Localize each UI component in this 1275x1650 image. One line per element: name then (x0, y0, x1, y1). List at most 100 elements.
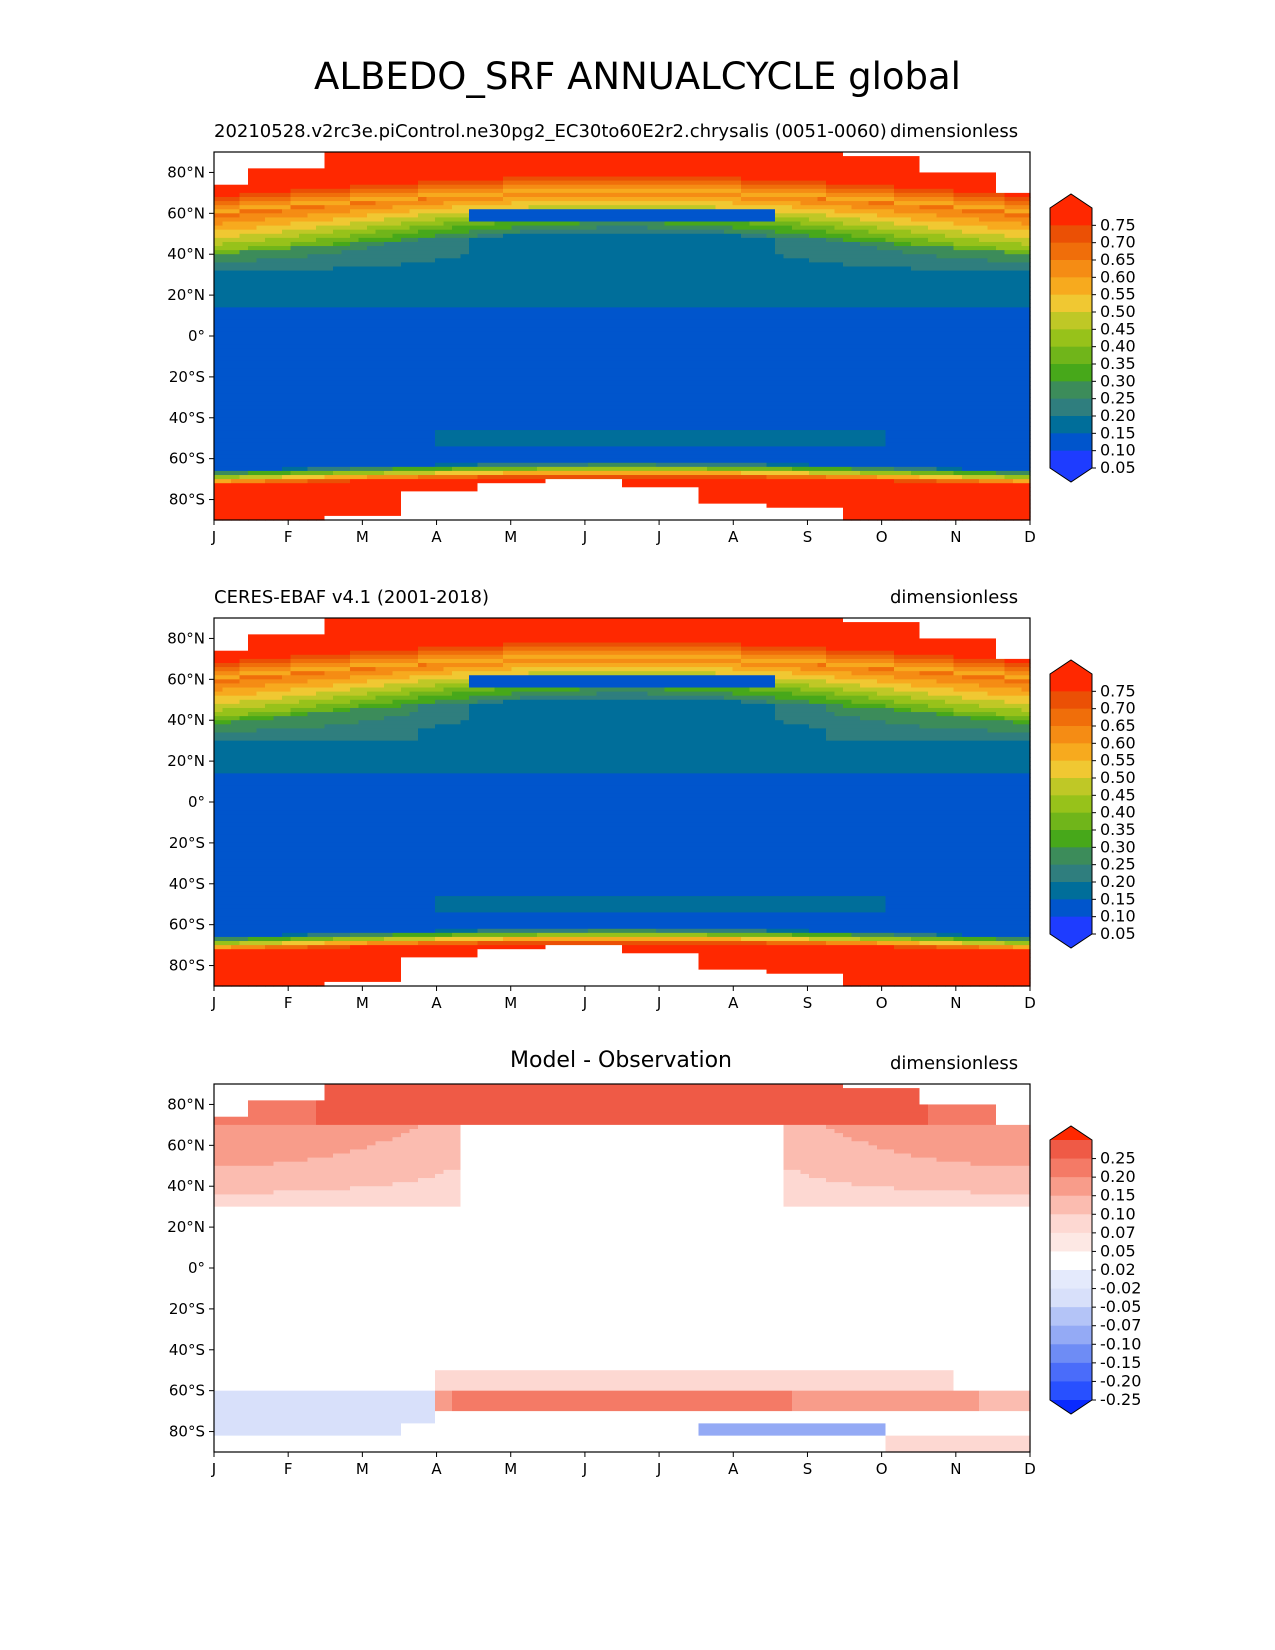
heatmap-cell (392, 515, 402, 521)
heatmap-cell (333, 258, 343, 263)
heatmap-cell (630, 368, 640, 374)
heatmap-cell (605, 291, 615, 296)
heatmap-cell (350, 291, 360, 296)
heatmap-cell (673, 475, 683, 480)
heatmap-cell (214, 201, 224, 206)
heatmap-cell (562, 254, 572, 259)
heatmap-cell (290, 336, 300, 341)
heatmap-cell (486, 421, 496, 427)
heatmap-cell (588, 376, 598, 382)
heatmap-cell (231, 213, 241, 219)
heatmap-cell (681, 176, 691, 182)
heatmap-cell (231, 450, 241, 456)
heatmap-cell (443, 180, 453, 186)
heatmap-cell (596, 319, 606, 325)
heatmap-cell (341, 434, 351, 439)
heatmap-cell (435, 442, 445, 447)
heatmap-cell (571, 364, 581, 370)
heatmap-cell (409, 368, 419, 374)
heatmap-cell (596, 356, 606, 362)
heatmap-cell (282, 307, 292, 313)
heatmap-cell (367, 327, 377, 333)
heatmap-cell (384, 515, 394, 521)
heatmap-cell (384, 160, 394, 165)
heatmap-cell (596, 434, 606, 439)
heatmap-cell (571, 152, 581, 157)
heatmap-cell (214, 487, 224, 492)
heatmap-cell (401, 303, 411, 308)
heatmap-cell (307, 397, 317, 403)
heatmap-cell (239, 156, 249, 161)
heatmap-cell (307, 160, 317, 165)
heatmap-cell (630, 442, 640, 447)
heatmap-cell (673, 336, 683, 341)
heatmap-cell (418, 499, 428, 505)
heatmap-cell (273, 352, 283, 358)
heatmap-cell (554, 356, 564, 362)
heatmap-cell (537, 470, 547, 476)
heatmap-cell (358, 250, 368, 255)
heatmap-cell (401, 336, 411, 341)
heatmap-cell (571, 466, 581, 472)
heatmap-cell (511, 413, 521, 419)
heatmap-cell (469, 470, 479, 476)
heatmap-cell (290, 307, 300, 313)
heatmap-cell (520, 258, 530, 263)
heatmap-cell (214, 327, 224, 333)
heatmap-cell (265, 413, 275, 419)
heatmap-cell (630, 389, 640, 394)
heatmap-cell (401, 176, 411, 182)
heatmap-cell (282, 241, 292, 247)
heatmap-cell (545, 266, 555, 272)
heatmap-cell (486, 180, 496, 186)
heatmap-cell (265, 515, 275, 521)
heatmap-cell (248, 454, 258, 460)
heatmap-cell (341, 470, 351, 476)
heatmap-cell (596, 246, 606, 251)
heatmap-cell (248, 385, 258, 390)
heatmap-cell (375, 266, 385, 272)
heatmap-cell (358, 499, 368, 505)
heatmap-cell (350, 446, 360, 452)
heatmap-cell (333, 487, 343, 492)
heatmap-cell (562, 192, 572, 198)
heatmap-cell (333, 397, 343, 403)
heatmap-cell (392, 352, 402, 358)
heatmap-cell (630, 380, 640, 386)
heatmap-cell (673, 176, 683, 182)
heatmap-cell (664, 217, 674, 223)
heatmap-cell (299, 282, 309, 288)
heatmap-cell (290, 372, 300, 378)
heatmap-cell (256, 336, 266, 341)
heatmap-cell (265, 442, 275, 447)
heatmap-cell (579, 380, 589, 386)
heatmap-cell (605, 192, 615, 198)
heatmap-cell (256, 160, 266, 165)
heatmap-cell (256, 499, 266, 505)
heatmap-cell (316, 303, 326, 308)
heatmap-cell (494, 397, 504, 403)
heatmap-cell (647, 389, 657, 394)
heatmap-cell (256, 327, 266, 333)
heatmap-cell (409, 434, 419, 439)
heatmap-cell (324, 246, 334, 251)
heatmap-cell (392, 483, 402, 488)
heatmap-cell (664, 417, 674, 423)
heatmap-cell (282, 511, 292, 517)
heatmap-cell (307, 246, 317, 251)
heatmap-cell (375, 348, 385, 353)
heatmap-cell (273, 295, 283, 300)
heatmap-cell (554, 438, 564, 443)
heatmap-cell (333, 401, 343, 407)
heatmap-cell (409, 278, 419, 284)
heatmap-cell (392, 156, 402, 161)
heatmap-cell (596, 209, 606, 214)
heatmap-cell (409, 344, 419, 349)
heatmap-cell (588, 507, 598, 513)
heatmap-cell (239, 340, 249, 345)
heatmap-cell (469, 425, 479, 431)
heatmap-cell (511, 397, 521, 403)
heatmap-cell (299, 180, 309, 186)
heatmap-cell (494, 213, 504, 219)
heatmap-cell (222, 430, 232, 435)
